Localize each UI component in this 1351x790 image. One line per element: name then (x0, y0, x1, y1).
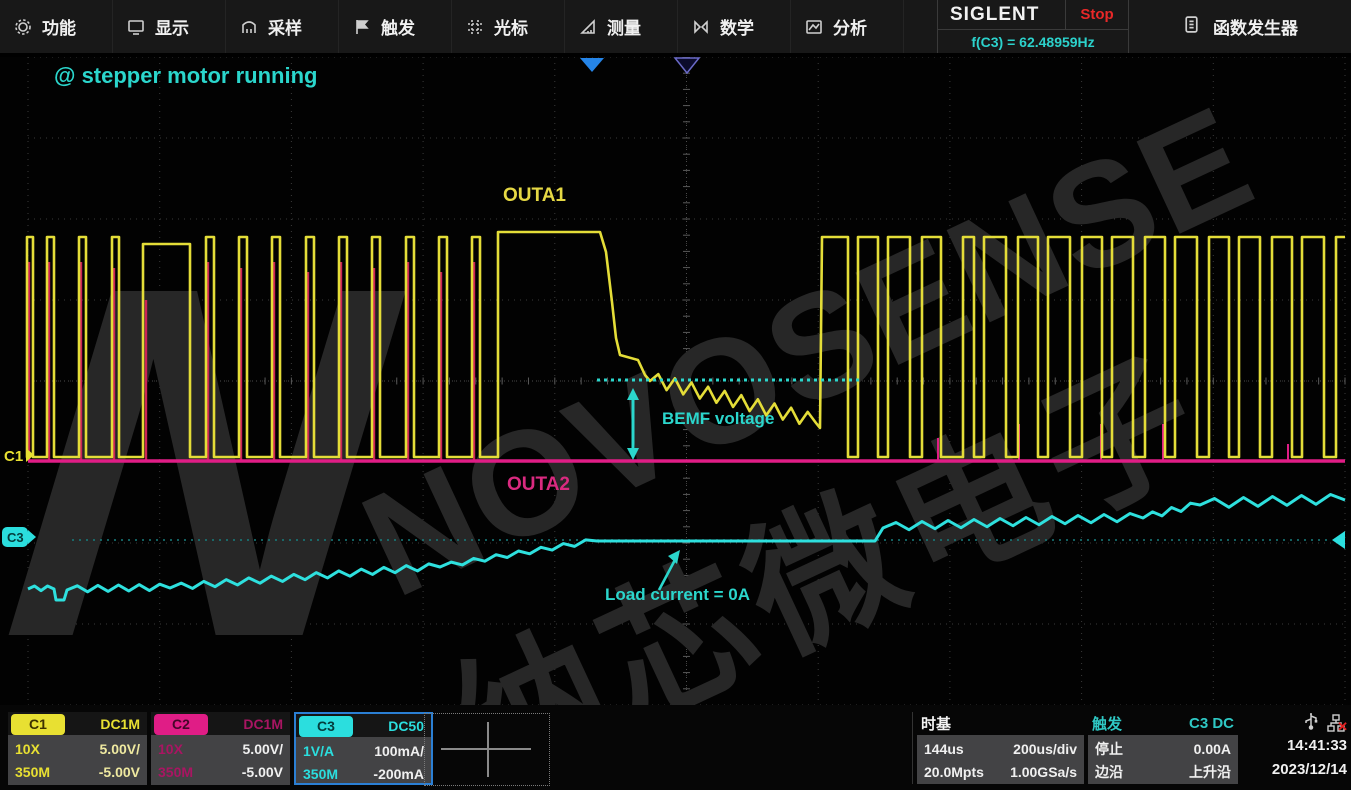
menu-item-measure[interactable]: 测量 (565, 0, 678, 53)
clock-date: 2023/12/14 (1271, 761, 1347, 778)
menu-item-label: 采样 (268, 19, 302, 38)
offset-c2: -5.00V (241, 764, 283, 780)
waveform-traces: C1 C3 (2, 57, 1346, 602)
timebase-title: 时基 (921, 716, 952, 733)
channel-tab-c1[interactable]: C1 (11, 713, 65, 735)
lan-disconnected-x: ✕ (1337, 719, 1348, 734)
offset-c1: -5.00V (98, 764, 140, 780)
c1-position-marker[interactable]: C1 (4, 448, 23, 465)
menu-item-label: 触发 (381, 19, 415, 38)
timebase-panel[interactable]: 时基 144us 200us/div 20.0Mpts 1.00GSa/s (912, 712, 1084, 784)
function-generator-label: 函数发生器 (1213, 19, 1298, 38)
timebase-delay: 144us (924, 741, 964, 757)
cursors-icon (465, 17, 485, 37)
run-stop-status: Stop (1065, 0, 1128, 29)
channel-tab-c3[interactable]: C3 (299, 715, 353, 737)
probe-c2: 10X (158, 741, 183, 757)
trigger-position-marker[interactable] (580, 58, 604, 72)
siglent-logo: SIGLENT (950, 3, 1040, 25)
bandwidth-c3: 350M (303, 766, 339, 782)
probe-c3: 1V/A (303, 743, 335, 759)
clock-time: 14:41:33 (1286, 737, 1347, 754)
trigger-title: 触发 (1092, 716, 1123, 733)
coupling-c1: DC1M (100, 715, 140, 732)
scale-c1: 5.00V/ (99, 741, 140, 757)
menu-item-acquire[interactable]: 采样 (226, 0, 339, 53)
sample-rate: 1.00GSa/s (1010, 764, 1077, 780)
trigger-mode: 停止 (1095, 741, 1123, 757)
offset-c3: -200mA (373, 766, 424, 782)
function-generator-button[interactable]: 函数发生器 (1129, 0, 1351, 53)
measure-icon (578, 17, 598, 37)
trigger-frequency-readout: f(C3) = 62.48959Hz (971, 33, 1095, 50)
trigger-level: 0.00A (1193, 741, 1231, 757)
timebase-scale: 200us/div (1013, 741, 1077, 757)
bandwidth-c1: 350M (15, 764, 51, 780)
menu-item-trigger[interactable]: 触发 (339, 0, 452, 53)
waveform-display: N NOVOSENSE 纳芯微电子 C1 C3 @ stepper motor r… (0, 57, 1351, 705)
menu-item-utility[interactable]: 功能 (0, 0, 113, 53)
channel-box-c1[interactable]: C1 DC1M 10X 5.00V/ 350M -5.00V (8, 712, 147, 785)
menu-item-math[interactable]: 数学 (678, 0, 791, 53)
scale-c3: 100mA/ (374, 743, 424, 759)
horizontal-center-marker[interactable] (673, 57, 701, 75)
svg-text:C3: C3 (7, 530, 24, 545)
analysis-icon (804, 17, 824, 37)
acquire-icon (239, 17, 259, 37)
menu-item-label: 功能 (42, 19, 76, 38)
coupling-c3: DC50 (388, 717, 424, 734)
lan-icon: ✕ (1327, 714, 1348, 734)
channel-tab-c2[interactable]: C2 (154, 713, 208, 735)
trigger-level-arrow[interactable] (1332, 531, 1345, 549)
menu-item-label: 显示 (155, 19, 189, 38)
scale-c2: 5.00V/ (242, 741, 283, 757)
position-indicator-widget (424, 713, 550, 786)
menu-item-label: 分析 (833, 19, 867, 38)
menu-item-label: 光标 (494, 19, 528, 38)
crosshair-icon (441, 748, 531, 750)
flag-icon (352, 17, 372, 37)
funcgen-icon (1182, 15, 1201, 39)
system-status: ✕ 14:41:33 2023/12/14 (1243, 712, 1348, 782)
c3-position-marker[interactable]: C3 (2, 527, 28, 547)
math-icon (691, 17, 711, 37)
trigger-source: C3 DC (1188, 715, 1234, 732)
channel-box-c3-selected[interactable]: C3 DC50 1V/A 100mA/ 350M -200mA (294, 712, 433, 785)
trigger-panel[interactable]: 触发 C3 DC 停止 0.00A 边沿 上升沿 (1088, 712, 1238, 784)
menu-item-label: 测量 (607, 19, 641, 38)
gear-icon (13, 17, 33, 37)
menu-item-analysis[interactable]: 分析 (791, 0, 904, 53)
display-icon (126, 17, 146, 37)
coupling-c2: DC1M (243, 715, 283, 732)
usb-icon (1303, 712, 1319, 735)
menu-item-cursors[interactable]: 光标 (452, 0, 565, 53)
graticule-grid (27, 57, 1346, 705)
bottom-status-bar: C1 DC1M 10X 5.00V/ 350M -5.00V C2 DC1M 10X… (0, 705, 1351, 790)
trigger-type: 边沿 (1095, 764, 1123, 780)
channel-box-c2[interactable]: C2 DC1M 10X 5.00V/ 350M -5.00V (151, 712, 290, 785)
bandwidth-c2: 350M (158, 764, 194, 780)
top-menu-bar: 功能 显示 采样 触发 光标 (0, 0, 1351, 55)
memory-depth: 20.0Mpts (924, 764, 984, 780)
trigger-slope: 上升沿 (1189, 764, 1231, 780)
menu-item-display[interactable]: 显示 (113, 0, 226, 53)
acquisition-status-panel[interactable]: SIGLENT Stop f(C3) = 62.48959Hz (937, 0, 1129, 53)
menu-item-label: 数学 (720, 19, 754, 38)
probe-c1: 10X (15, 741, 40, 757)
